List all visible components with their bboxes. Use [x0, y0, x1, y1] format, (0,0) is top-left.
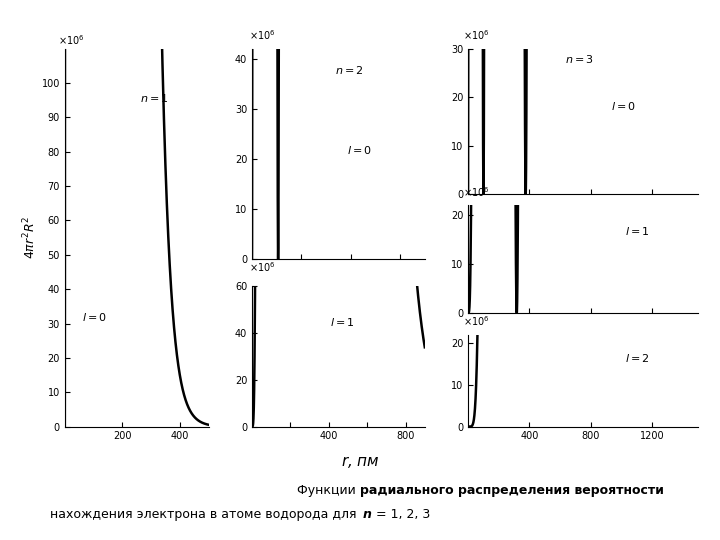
Text: Функции: Функции: [297, 484, 360, 497]
Text: $l = 2$: $l = 2$: [625, 352, 649, 365]
Text: $\times 10^6$: $\times 10^6$: [248, 260, 275, 274]
Text: $\times 10^6$: $\times 10^6$: [248, 29, 275, 42]
Text: $r$, пм: $r$, пм: [341, 454, 379, 470]
Text: $n = 3$: $n = 3$: [564, 53, 593, 65]
Text: = 1, 2, 3: = 1, 2, 3: [372, 508, 430, 521]
Text: $l = 0$: $l = 0$: [611, 100, 636, 112]
Text: n: n: [362, 508, 371, 521]
Text: $l = 1$: $l = 1$: [330, 315, 354, 328]
Text: $l = 0$: $l = 0$: [82, 310, 107, 323]
Y-axis label: $4\pi r^2 R^2$: $4\pi r^2 R^2$: [22, 216, 39, 259]
Text: $n = 1$: $n = 1$: [140, 91, 168, 104]
Text: $n = 2$: $n = 2$: [335, 64, 364, 76]
Text: радиального распределения вероятности: радиального распределения вероятности: [360, 484, 664, 497]
Text: $l = 1$: $l = 1$: [625, 225, 649, 238]
Text: нахождения электрона в атоме водорода для: нахождения электрона в атоме водорода дл…: [50, 508, 360, 521]
Text: $\times 10^6$: $\times 10^6$: [58, 33, 84, 47]
Text: $\times 10^6$: $\times 10^6$: [464, 185, 490, 199]
Text: $l = 0$: $l = 0$: [347, 144, 372, 156]
Text: $\times 10^6$: $\times 10^6$: [464, 314, 490, 328]
Text: $\times 10^6$: $\times 10^6$: [464, 28, 490, 42]
